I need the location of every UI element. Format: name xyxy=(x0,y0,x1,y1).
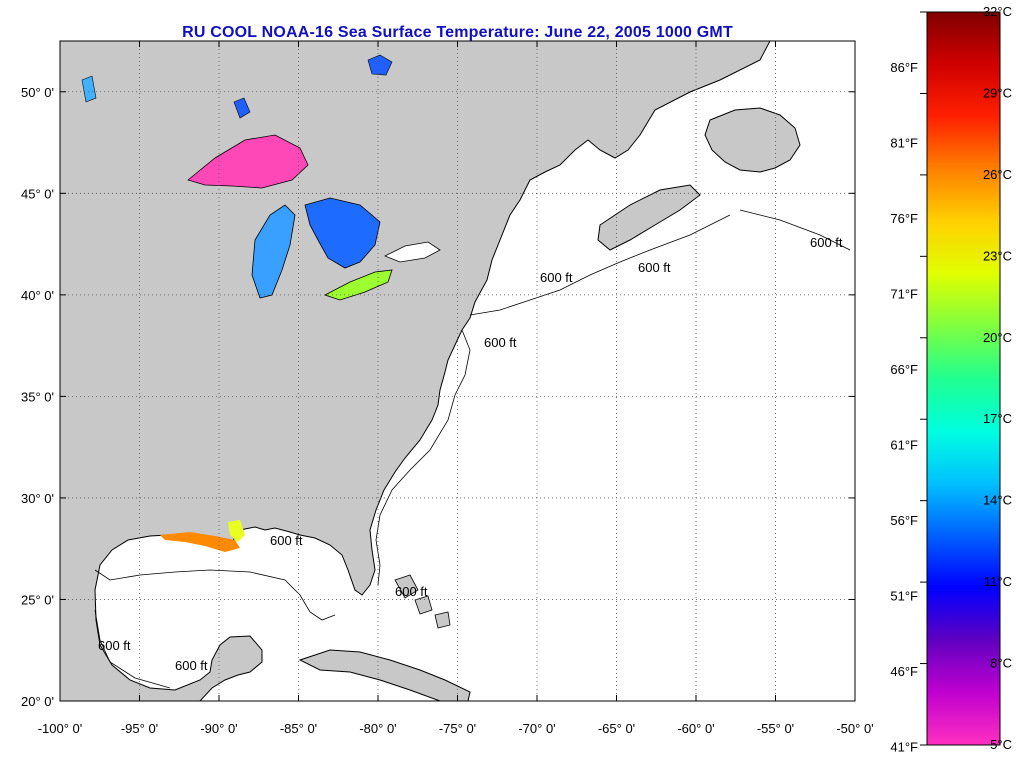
north-lake-patch-3 xyxy=(81,75,97,103)
colorbar xyxy=(926,11,1001,746)
colorbar-fahrenheit-label: 61°F xyxy=(890,438,918,453)
colorbar-celsius-label: 14°C xyxy=(983,493,1012,508)
lake-ontario xyxy=(384,241,441,263)
lat-tick-label: 35° 0' xyxy=(21,389,54,404)
colorbar-fahrenheit-labels: 86°F 81°F 76°F 71°F 66°F 61°F 56°F 51°F 46°F 41°F xyxy=(890,60,918,755)
gulf-sst-strip xyxy=(160,532,240,552)
north-lake-patch xyxy=(367,54,393,76)
lon-tick-label: -100° 0' xyxy=(38,721,83,736)
colorbar-celsius-label: 26°C xyxy=(983,167,1012,182)
isobath-600ft xyxy=(94,209,851,689)
colorbar-fahrenheit-label: 71°F xyxy=(890,287,918,302)
colorbar-celsius-label: 20°C xyxy=(983,330,1012,345)
colorbar-celsius-label: 5°C xyxy=(990,737,1012,752)
contour-label: 600 ft xyxy=(270,533,303,548)
map-frame xyxy=(59,40,856,702)
north-lake-patch-2 xyxy=(233,97,251,119)
colorbar-fahrenheit-label: 41°F xyxy=(890,740,918,755)
map-title: RU COOL NOAA-16 Sea Surface Temperature:… xyxy=(182,24,733,41)
lon-tick-label: -50° 0' xyxy=(836,721,873,736)
contour-label: 600 ft xyxy=(810,235,843,250)
lon-tick-label: -85° 0' xyxy=(280,721,317,736)
lon-tick-label: -90° 0' xyxy=(200,721,237,736)
contour-label: 600 ft xyxy=(395,584,428,599)
land-bahamas xyxy=(394,574,451,629)
lat-tick-label: 50° 0' xyxy=(21,85,54,100)
colorbar-fahrenheit-label: 51°F xyxy=(890,589,918,604)
colorbar-celsius-label: 11°C xyxy=(984,574,1012,589)
colorbar-fahrenheit-label: 46°F xyxy=(890,664,918,679)
colorbar-fahrenheit-label: 86°F xyxy=(890,60,918,75)
contour-label: 600 ft xyxy=(638,260,671,275)
contour-label: 600 ft xyxy=(175,658,208,673)
land-nova-scotia xyxy=(597,184,701,251)
longitude-axis: -100° 0' -95° 0' -90° 0' -85° 0' -80° 0' -75°… xyxy=(38,721,874,736)
lat-tick-label: 30° 0' xyxy=(21,491,54,506)
latitude-axis: 50° 0' 45° 0' 40° 0' 35° 0' 30° 0' 25° 0' 20° … xyxy=(21,85,54,709)
land-mainland xyxy=(60,41,771,701)
contour-label: 600 ft xyxy=(540,270,573,285)
land-cuba xyxy=(298,649,471,701)
gulf-sst-yellow xyxy=(228,520,245,542)
colorbar-celsius-label: 32°C xyxy=(983,4,1012,19)
lat-tick-label: 25° 0' xyxy=(21,592,54,607)
lat-tick-label: 45° 0' xyxy=(21,186,54,201)
colorbar-celsius-label: 17°C xyxy=(983,411,1012,426)
lat-tick-label: 40° 0' xyxy=(21,288,54,303)
lon-tick-label: -75° 0' xyxy=(439,721,476,736)
lon-tick-label: -80° 0' xyxy=(359,721,396,736)
contour-label: 600 ft xyxy=(484,335,517,350)
lake-michigan xyxy=(251,204,296,299)
colorbar-fahrenheit-label: 56°F xyxy=(890,513,918,528)
lake-erie xyxy=(323,269,393,301)
colorbar-celsius-label: 29°C xyxy=(983,85,1012,100)
colorbar-celsius-labels: 32°C 29°C 26°C 23°C 20°C 17°C 14°C 11°C 8°C 5°C xyxy=(920,4,1012,752)
colorbar-celsius-label: 8°C xyxy=(990,656,1012,671)
lon-tick-label: -65° 0' xyxy=(598,721,635,736)
land-newfoundland xyxy=(704,107,801,173)
colorbar-fahrenheit-label: 76°F xyxy=(890,211,918,226)
lon-tick-label: -60° 0' xyxy=(677,721,714,736)
lon-tick-label: -95° 0' xyxy=(121,721,158,736)
lat-tick-label: 20° 0' xyxy=(21,694,54,709)
colorbar-celsius-label: 23°C xyxy=(983,248,1012,263)
colorbar-fahrenheit-label: 66°F xyxy=(890,362,918,377)
lake-superior xyxy=(187,134,309,189)
land-layer: 600 ft 600 ft 600 ft 600 ft 600 ft 600 f… xyxy=(60,41,851,701)
colorbar-fahrenheit-label: 81°F xyxy=(890,136,918,151)
lon-tick-label: -70° 0' xyxy=(518,721,555,736)
lake-huron xyxy=(304,197,381,269)
lon-tick-label: -55° 0' xyxy=(757,721,794,736)
contour-label: 600 ft xyxy=(98,638,131,653)
